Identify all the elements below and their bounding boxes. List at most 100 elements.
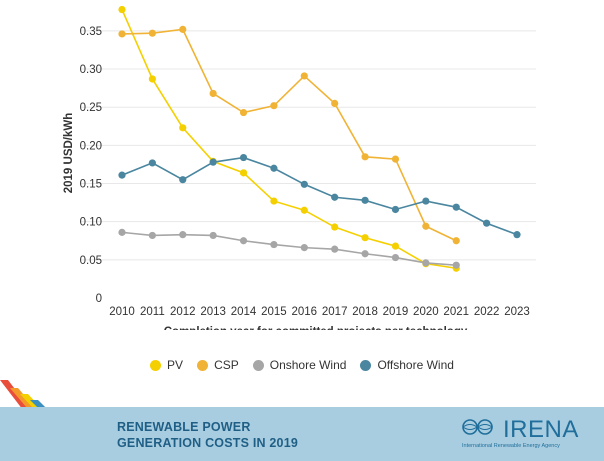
data-point xyxy=(209,89,217,98)
data-point xyxy=(452,237,460,245)
y-axis-label: 2019 USD/kWh xyxy=(63,113,75,194)
legend-swatch xyxy=(360,359,372,371)
x-tick-label: 2015 xyxy=(261,306,287,318)
legend-item: PV xyxy=(150,358,183,372)
data-point xyxy=(331,223,339,231)
data-point xyxy=(270,240,278,249)
data-point xyxy=(391,205,400,214)
x-tick-label: 2016 xyxy=(292,306,318,318)
data-point xyxy=(118,30,126,38)
y-tick-label: 0.35 xyxy=(80,26,102,38)
x-tick-label: 2013 xyxy=(200,306,226,318)
irena-logo-subtext: International Renewable Energy Agency xyxy=(462,443,560,449)
legend-label: Onshore Wind xyxy=(269,358,347,372)
x-tick-label: 2017 xyxy=(322,306,348,318)
y-tick-label: 0.30 xyxy=(80,64,102,76)
data-point xyxy=(270,197,278,205)
y-tick-label: 0.15 xyxy=(80,179,102,191)
series-csp xyxy=(118,25,460,245)
y-tick-label: 0 xyxy=(96,293,102,305)
data-point xyxy=(331,99,339,107)
data-point xyxy=(422,222,430,230)
legend-item: Offshore Wind xyxy=(360,358,454,372)
data-point xyxy=(239,153,248,162)
data-point xyxy=(118,171,126,179)
legend-label: PV xyxy=(167,358,184,372)
y-tick-label: 0.25 xyxy=(80,102,102,114)
y-tick-label: 0.05 xyxy=(80,255,102,267)
data-point xyxy=(179,124,187,132)
x-tick-label: 2019 xyxy=(383,306,409,318)
data-point xyxy=(148,231,156,240)
data-point xyxy=(422,259,430,267)
data-point xyxy=(452,203,460,211)
data-point xyxy=(270,102,278,110)
legend-label: CSP xyxy=(214,358,239,372)
series-line xyxy=(121,231,457,266)
data-point xyxy=(361,250,369,258)
data-point xyxy=(300,206,308,214)
data-point xyxy=(331,193,339,201)
x-tick-label: 2023 xyxy=(504,306,530,318)
line-chart: 0 0.05 0.10 0.15 0.20 0.25 0.30 0.35 2010 2011 201… xyxy=(63,5,536,330)
series-onshore-wind xyxy=(118,228,460,269)
data-point xyxy=(148,75,156,83)
legend-swatch xyxy=(150,359,162,371)
data-point xyxy=(361,153,369,161)
series-line xyxy=(121,156,518,236)
data-point xyxy=(300,244,308,252)
legend-label: Offshore Wind xyxy=(377,358,454,372)
legend-swatch xyxy=(197,359,209,371)
data-point xyxy=(391,242,400,250)
data-point xyxy=(179,176,187,184)
x-tick-label: 2010 xyxy=(109,306,135,318)
legend-item: Onshore Wind xyxy=(252,358,347,372)
data-point xyxy=(483,219,491,227)
series-pv xyxy=(118,5,460,272)
data-point xyxy=(300,180,308,188)
data-point xyxy=(118,5,126,14)
legend-swatch xyxy=(252,359,264,371)
data-point xyxy=(270,164,278,172)
x-tick-label: 2014 xyxy=(231,306,257,318)
report-title-line-1: RENEWABLE POWER xyxy=(117,420,251,434)
data-point xyxy=(361,196,369,204)
data-point xyxy=(179,25,187,33)
data-point xyxy=(300,72,308,80)
chart-legend: PV CSP Onshore Wind Offshore Wind xyxy=(0,358,604,372)
x-tick-label: 2021 xyxy=(443,306,469,318)
x-axis-label: Completion year for committed projects p… xyxy=(164,326,468,330)
x-tick-label: 2020 xyxy=(413,306,439,318)
x-tick-label: 2018 xyxy=(352,306,378,318)
data-point xyxy=(209,231,217,240)
x-tick-label: 2022 xyxy=(474,306,500,318)
legend-item: CSP xyxy=(197,358,239,372)
y-tick-label: 0.10 xyxy=(80,217,102,229)
data-point xyxy=(391,155,400,163)
report-title-line-2: GENERATION COSTS IN 2019 xyxy=(117,436,298,450)
data-point xyxy=(118,228,126,236)
data-point xyxy=(513,231,521,239)
x-tick-label: 2011 xyxy=(140,306,165,318)
footer-banner xyxy=(0,407,604,461)
data-point xyxy=(452,261,460,269)
y-tick-label: 0.20 xyxy=(80,140,102,152)
data-point xyxy=(179,231,187,239)
irena-globe-icon xyxy=(462,419,493,435)
series-line xyxy=(121,28,457,242)
data-point xyxy=(148,29,156,37)
data-point xyxy=(239,108,248,117)
data-point xyxy=(422,197,430,205)
irena-logo-text: IRENA xyxy=(503,416,579,443)
x-tick-label: 2012 xyxy=(170,306,196,318)
data-point xyxy=(209,158,217,166)
data-point xyxy=(239,169,248,177)
data-point xyxy=(331,245,339,253)
data-point xyxy=(361,234,369,242)
report-title: RENEWABLE POWER GENERATION COSTS IN 2019 xyxy=(117,419,377,451)
data-point xyxy=(239,237,248,245)
series-offshore-wind xyxy=(118,153,521,239)
data-point xyxy=(148,159,156,167)
data-point xyxy=(391,253,400,262)
series-line xyxy=(121,9,457,270)
